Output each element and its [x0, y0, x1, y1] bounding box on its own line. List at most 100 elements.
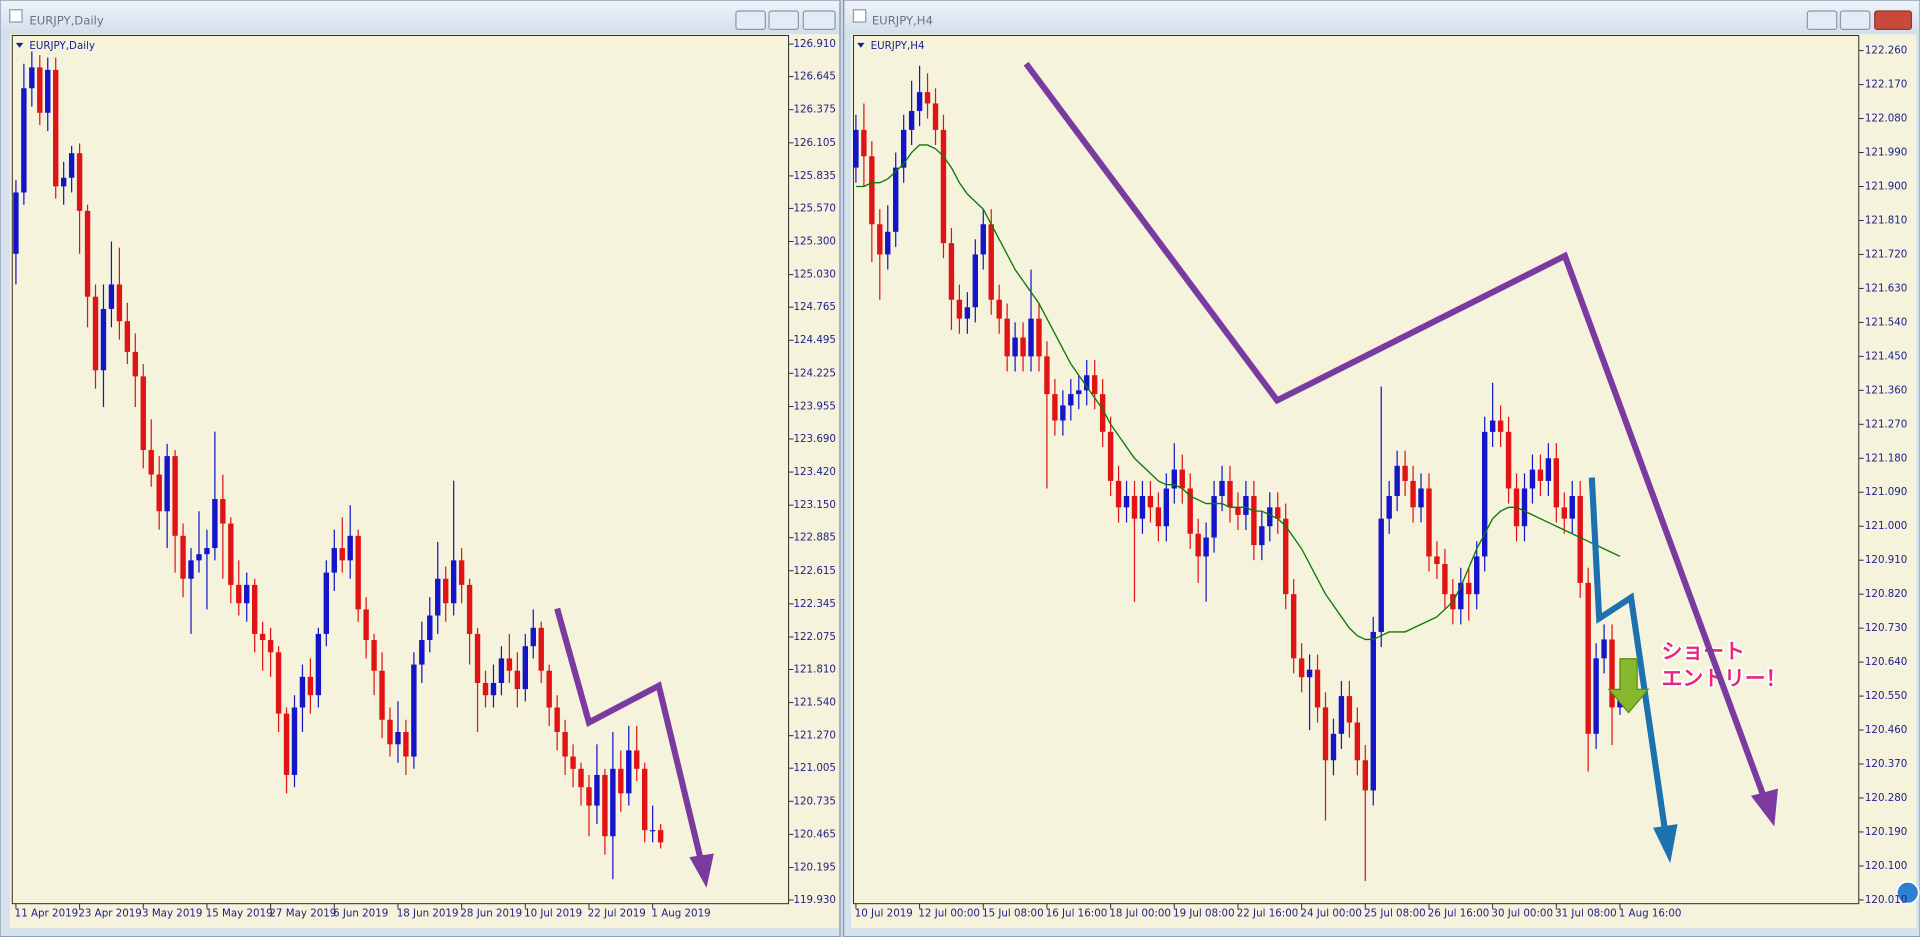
candle-body — [100, 308, 107, 371]
candle-body — [948, 243, 955, 300]
candle-body — [554, 707, 560, 733]
candle-body — [940, 129, 947, 244]
candle-body — [498, 658, 505, 683]
candle-body — [1338, 696, 1345, 734]
x-tick-label: 10 Jul 2019 — [524, 907, 582, 919]
candle-body — [84, 210, 91, 297]
candle-body — [204, 548, 210, 555]
y-tick-label: 120.190 — [1865, 826, 1907, 838]
candle-body — [988, 224, 994, 300]
legend-triangle — [15, 42, 24, 48]
candle-body — [252, 584, 258, 634]
candle-body — [29, 67, 35, 89]
candle-body — [267, 640, 274, 653]
x-tick-label: 6 Jun 2019 — [333, 907, 388, 919]
candle-body — [1195, 533, 1201, 557]
candle-body — [13, 192, 19, 254]
candle-body — [932, 103, 939, 130]
candle-body — [108, 284, 115, 309]
candle-body — [1068, 394, 1074, 406]
y-tick-label: 122.170 — [1865, 79, 1907, 91]
x-tick-label: 16 Jul 16:00 — [1046, 907, 1108, 919]
candle-body — [642, 768, 648, 831]
candle-body — [116, 284, 123, 322]
candle-body — [1060, 405, 1066, 421]
x-tick-label: 26 Jul 16:00 — [1428, 907, 1490, 919]
candle-body — [148, 449, 154, 475]
y-tick-label: 120.910 — [1865, 554, 1907, 566]
candle-body — [307, 676, 314, 696]
y-tick-label: 120.100 — [1865, 860, 1907, 872]
plot-border — [11, 35, 790, 905]
candle-body — [355, 535, 361, 610]
annotation-arrows — [554, 61, 1778, 888]
y-tick-label: 120.640 — [1865, 656, 1907, 668]
y-tick-label: 125.835 — [793, 170, 835, 182]
y-tick-label: 126.645 — [793, 71, 835, 83]
candle-body — [1577, 496, 1583, 583]
corner-icon[interactable] — [1895, 880, 1920, 905]
y-tick-label: 121.270 — [793, 730, 835, 742]
x-tick-label: 27 May 2019 — [269, 907, 336, 919]
candle-body — [1561, 507, 1567, 519]
candle-body — [180, 535, 186, 579]
x-tick-label: 18 Jun 2019 — [397, 907, 459, 919]
y-tick-label: 123.420 — [793, 466, 835, 478]
candle-body — [140, 376, 146, 450]
legend-triangle — [857, 42, 865, 48]
y-tick-label: 120.195 — [793, 862, 835, 874]
candle-body — [1099, 394, 1106, 432]
candle-body — [1330, 733, 1337, 761]
y-tick-label: 126.910 — [793, 38, 835, 50]
candle-body — [610, 768, 616, 837]
candle-body — [956, 299, 963, 319]
y-tick-label: 121.900 — [1865, 180, 1907, 192]
candle-body — [1028, 318, 1034, 357]
window-icon — [9, 9, 23, 23]
y-tick-label: 121.000 — [1865, 520, 1907, 532]
x-tick-label: 11 Apr 2019 — [15, 907, 78, 919]
candle-body — [1171, 469, 1177, 489]
candle-body — [1394, 465, 1400, 497]
candle-body — [657, 830, 664, 843]
candle-body — [877, 224, 883, 255]
candle-body — [236, 584, 242, 604]
candle-body — [403, 732, 409, 757]
candle-body — [1298, 658, 1305, 678]
y-tick-label: 122.080 — [1865, 113, 1907, 125]
candle-body — [259, 633, 266, 641]
window-buttons[interactable] — [735, 10, 836, 31]
candle-body — [1322, 707, 1329, 761]
y-tick-label: 122.075 — [793, 631, 835, 643]
y-tick-label: 121.720 — [1865, 248, 1907, 260]
candle-body — [37, 67, 43, 113]
candle-body — [1147, 496, 1154, 508]
candle-body — [1545, 458, 1552, 481]
candle-body — [1434, 556, 1440, 564]
candle-body — [92, 296, 99, 371]
candle-body — [1107, 431, 1114, 481]
candle-body — [1259, 526, 1265, 546]
y-tick-label: 121.450 — [1865, 350, 1907, 362]
y-tick-label: 121.810 — [793, 663, 835, 675]
candle-body — [299, 676, 306, 708]
y-tick-label: 124.765 — [793, 301, 835, 313]
candle-body — [387, 719, 393, 745]
candle-body — [283, 713, 290, 775]
candle-body — [466, 584, 473, 634]
candle-body — [538, 627, 544, 671]
candle-body — [1609, 639, 1615, 708]
y-tick-label: 120.550 — [1865, 690, 1907, 702]
y-tick-label: 120.460 — [1865, 724, 1907, 736]
candle-body — [1235, 507, 1241, 515]
y-tick-label: 121.270 — [1865, 418, 1907, 430]
candle-body — [1163, 488, 1170, 527]
candle-body — [45, 69, 51, 113]
window-buttons[interactable] — [1806, 10, 1913, 31]
candle-body — [1290, 594, 1297, 659]
candle-body — [323, 572, 330, 634]
candle-body — [156, 474, 162, 512]
candle-body — [482, 682, 489, 696]
y-tick-label: 120.735 — [793, 795, 835, 807]
x-tick-label: 10 Jul 2019 — [855, 907, 913, 919]
